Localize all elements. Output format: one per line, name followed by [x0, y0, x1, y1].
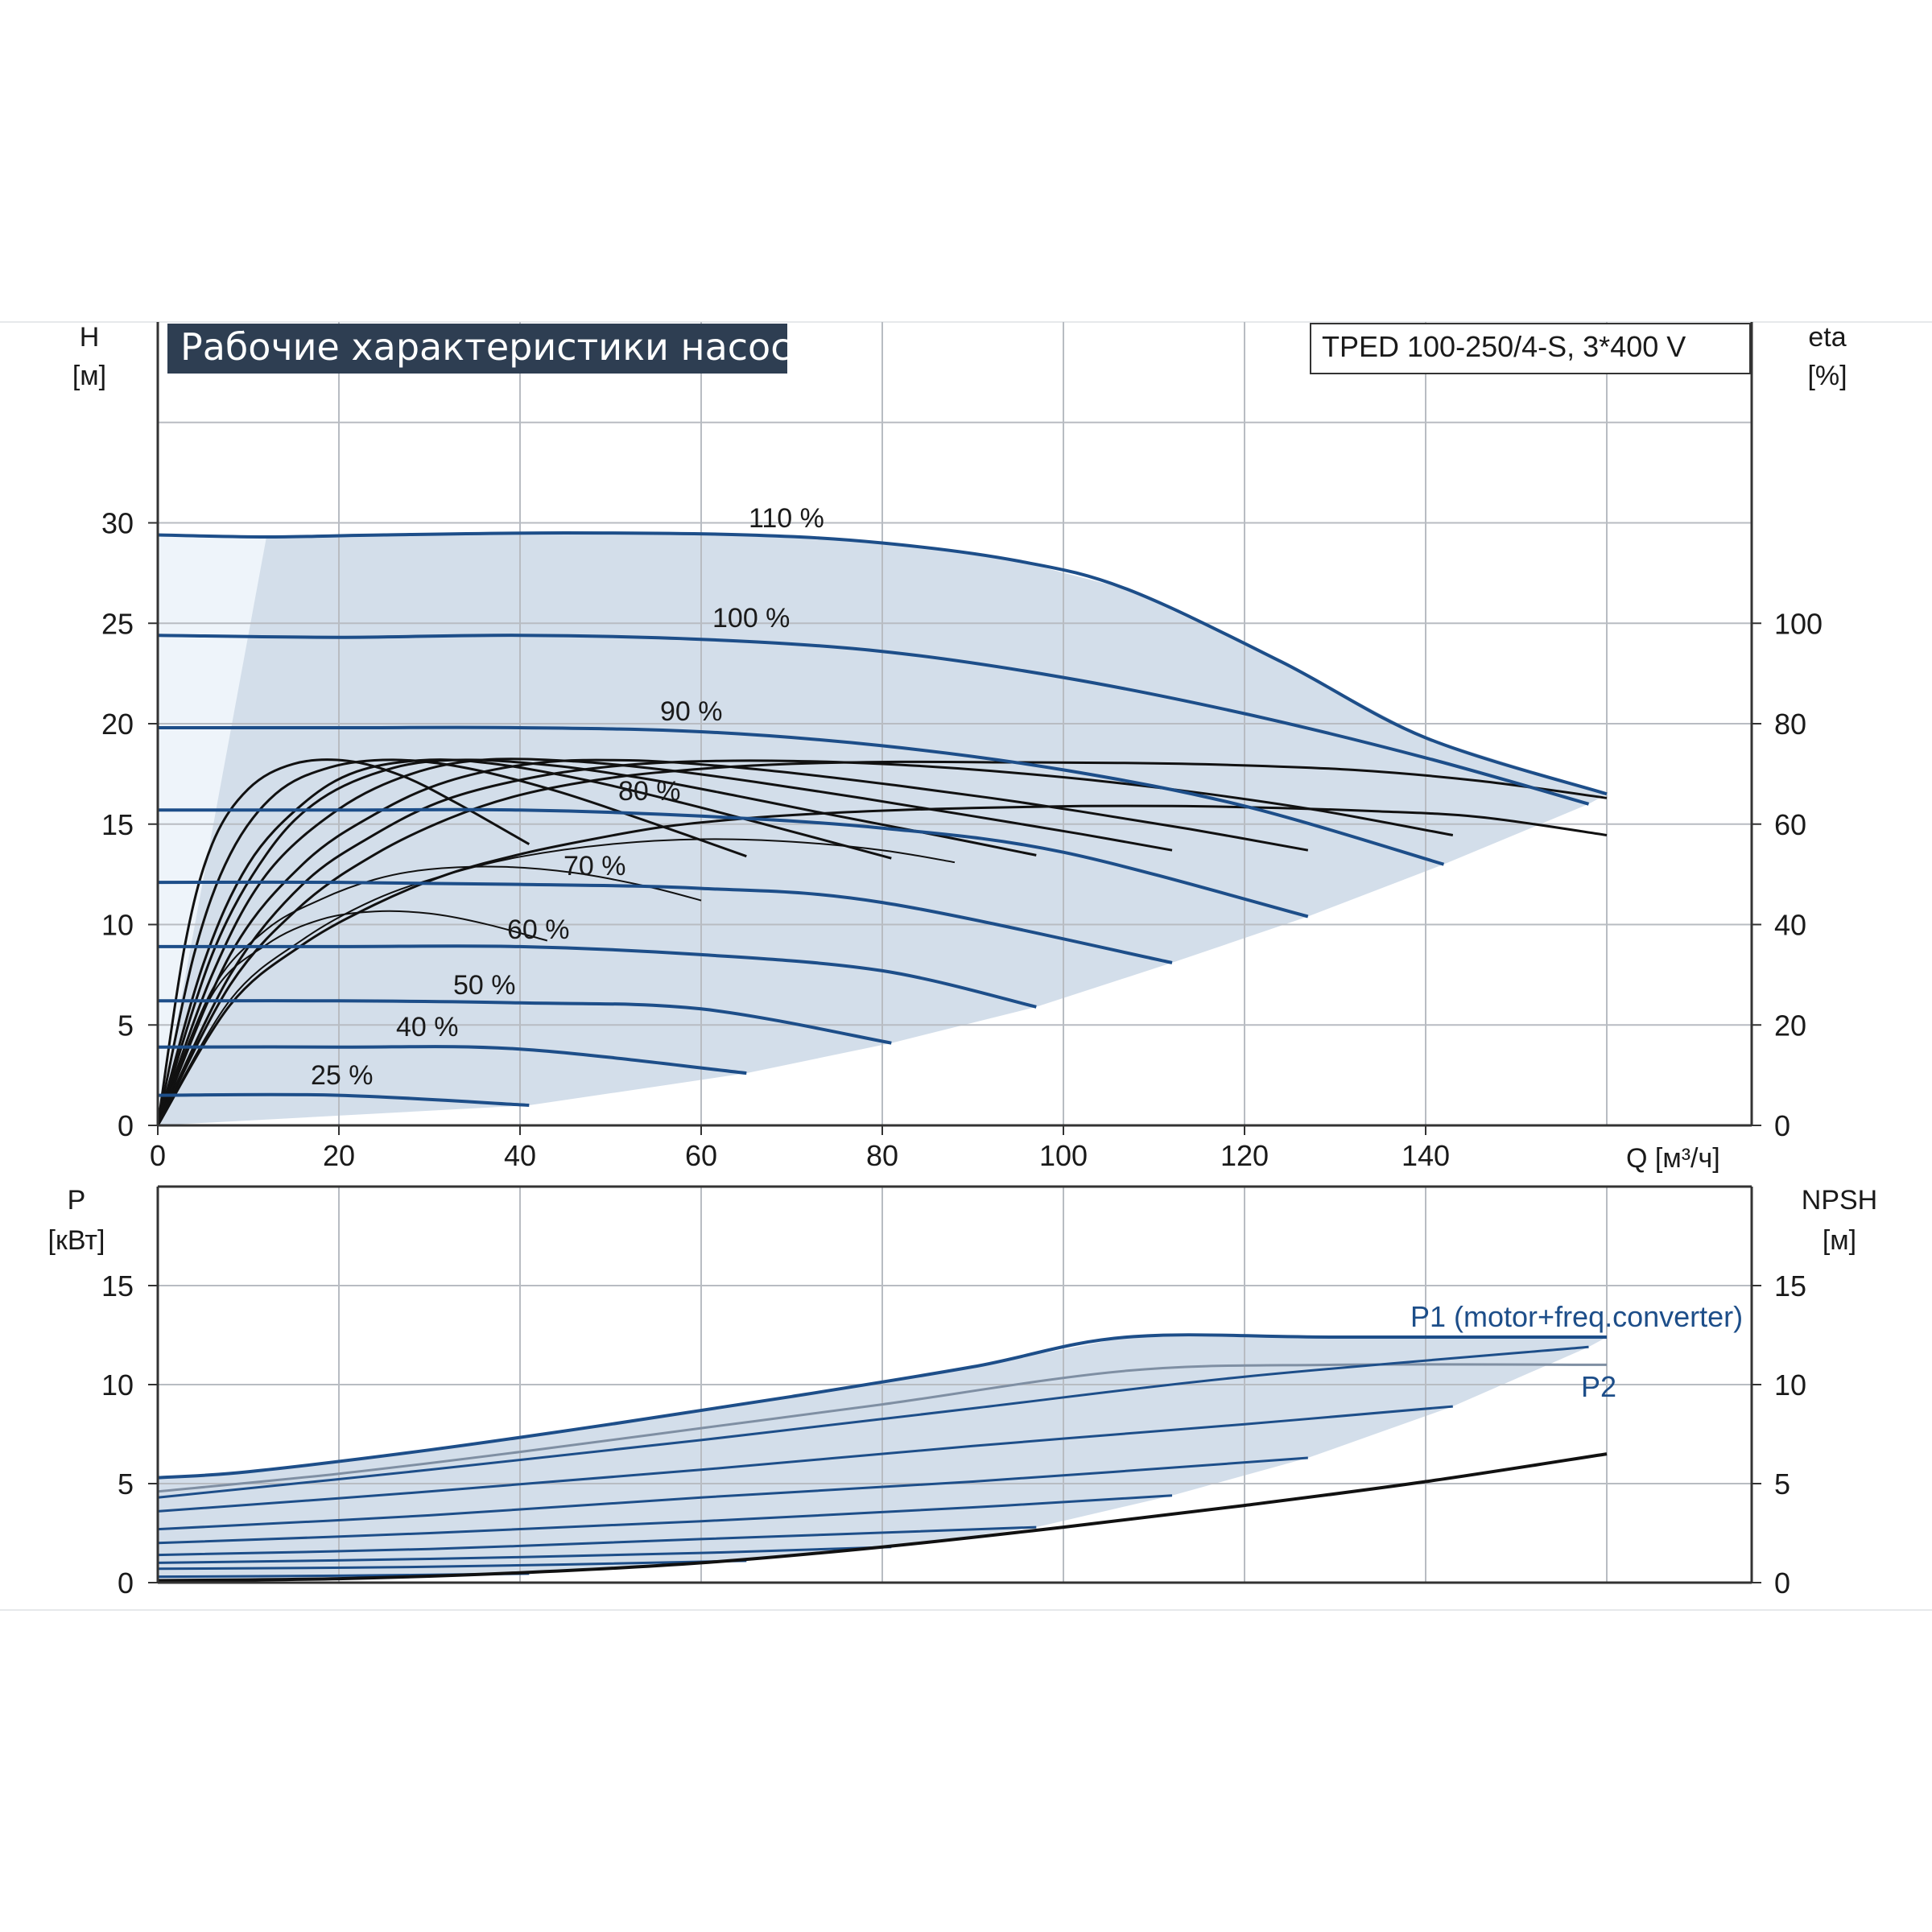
chart-title: Рабочие характеристики насоса	[180, 325, 814, 369]
curve-label-70: 70 %	[564, 851, 626, 881]
power-tick-label: 5	[118, 1468, 134, 1501]
efficiency-curves	[156, 758, 1608, 1126]
x-tick-label: 20	[323, 1139, 355, 1172]
curve-label-110: 110 %	[749, 503, 824, 534]
head-curve	[157, 999, 892, 1045]
curve-label-50: 50 %	[453, 970, 516, 1001]
x-tick-label: 40	[504, 1139, 536, 1172]
curve-label-100: 100 %	[712, 603, 790, 634]
p2-label: P2	[1581, 1370, 1616, 1403]
npsh-curve	[157, 1452, 1608, 1583]
power-axes: 0 5 10 15 0 5 10 15	[101, 1185, 1806, 1600]
efficiency-curve	[157, 838, 956, 1126]
y-tick-label: 20	[101, 708, 134, 741]
y-tick-label: 30	[101, 507, 134, 540]
curve-label-25: 25 %	[311, 1060, 374, 1091]
power-axis-unit: [кВт]	[48, 1225, 105, 1256]
power-tick-label: 0	[118, 1567, 134, 1600]
head-curve	[158, 725, 1445, 866]
npsh-tick-label: 15	[1774, 1269, 1806, 1302]
head-axis-unit: [м]	[72, 361, 106, 391]
power-npsh-panel: 0 5 10 15 0 5 10 15	[101, 1185, 1806, 1600]
x-tick-label: 100	[1039, 1139, 1088, 1172]
head-curve	[157, 944, 1037, 1009]
efficiency-curve	[156, 760, 1608, 1126]
head-curve	[157, 1045, 747, 1075]
head-curve	[157, 634, 1590, 806]
model-box	[1310, 323, 1751, 374]
efficiency-curve	[156, 759, 1454, 1126]
power-curve	[157, 1546, 892, 1564]
head-curve	[157, 880, 1173, 964]
eta-tick-label: 0	[1774, 1109, 1790, 1142]
eta-tick-label: 20	[1774, 1009, 1806, 1042]
power-curve	[157, 1494, 1173, 1545]
npsh-axis-unit: [м]	[1823, 1225, 1856, 1256]
x-tick-label: 140	[1402, 1139, 1450, 1172]
power-tick-label: 15	[101, 1269, 134, 1302]
efficiency-curve	[157, 865, 702, 1126]
low-flow-area	[158, 535, 266, 1125]
y-tick-label: 25	[101, 607, 134, 640]
x-tick-label: 80	[866, 1139, 898, 1172]
head-curve	[157, 530, 1608, 796]
eta-axis-label: eta	[1808, 322, 1846, 353]
power-axis-label: P	[68, 1185, 86, 1216]
curve-label-90: 90 %	[660, 696, 723, 727]
x-tick-label: 0	[150, 1139, 166, 1172]
x-tick-label: 120	[1220, 1139, 1269, 1172]
power-curve	[157, 1405, 1453, 1513]
chart-title-background	[167, 324, 787, 374]
eta-tick-label: 100	[1774, 607, 1823, 640]
npsh-tick-label: 10	[1774, 1368, 1806, 1402]
head-axis-label: H	[80, 322, 100, 353]
eta-axis-unit: [%]	[1807, 361, 1847, 391]
y-tick-label: 0	[118, 1109, 134, 1142]
power-tick-label: 10	[101, 1368, 134, 1402]
head-curve	[158, 807, 1309, 919]
power-curve	[157, 1345, 1589, 1499]
npsh-axis-label: NPSH	[1802, 1185, 1877, 1216]
head-curves	[157, 530, 1608, 1107]
curve-label-60: 60 %	[507, 914, 570, 945]
power-curve	[157, 1559, 747, 1571]
npsh-tick-label: 5	[1774, 1468, 1790, 1501]
eta-tick-label: 80	[1774, 708, 1806, 741]
npsh-tick-label: 0	[1774, 1567, 1790, 1600]
efficiency-curve	[156, 758, 892, 1126]
head-efficiency-panel: 0 20 40 60 80 100 120 140 0 5 10 15 20 25 30 0 20 40 60 80 1…	[101, 322, 1823, 1172]
eta-tick-label: 40	[1774, 909, 1806, 942]
power-curve	[157, 1363, 1608, 1493]
y-tick-label: 15	[101, 808, 134, 841]
curve-label-40: 40 %	[396, 1012, 459, 1042]
efficiency-curve	[156, 758, 1037, 1126]
power-curve	[157, 1525, 1037, 1557]
efficiency-curve	[156, 758, 1173, 1126]
y-tick-label: 10	[101, 909, 134, 942]
power-curve	[157, 1333, 1607, 1480]
y-tick-label: 5	[118, 1009, 134, 1042]
power-curves	[157, 1333, 1608, 1583]
head-curve	[157, 1092, 530, 1107]
x-tick-label: 60	[685, 1139, 717, 1172]
head-axes: 0 20 40 60 80 100 120 140 0 5 10 15 20 25 30 0 20 40 60 80 1…	[101, 322, 1823, 1172]
p1-label: P1 (motor+freq.converter)	[1410, 1300, 1743, 1333]
model-label: TPED 100-250/4-S, 3*400 V	[1322, 330, 1686, 363]
curve-label-80: 80 %	[618, 776, 681, 807]
efficiency-curve	[156, 758, 1309, 1126]
power-curve	[157, 1456, 1308, 1531]
eta-tick-label: 60	[1774, 808, 1806, 841]
flow-axis-label: Q [м³/ч]	[1626, 1143, 1720, 1174]
